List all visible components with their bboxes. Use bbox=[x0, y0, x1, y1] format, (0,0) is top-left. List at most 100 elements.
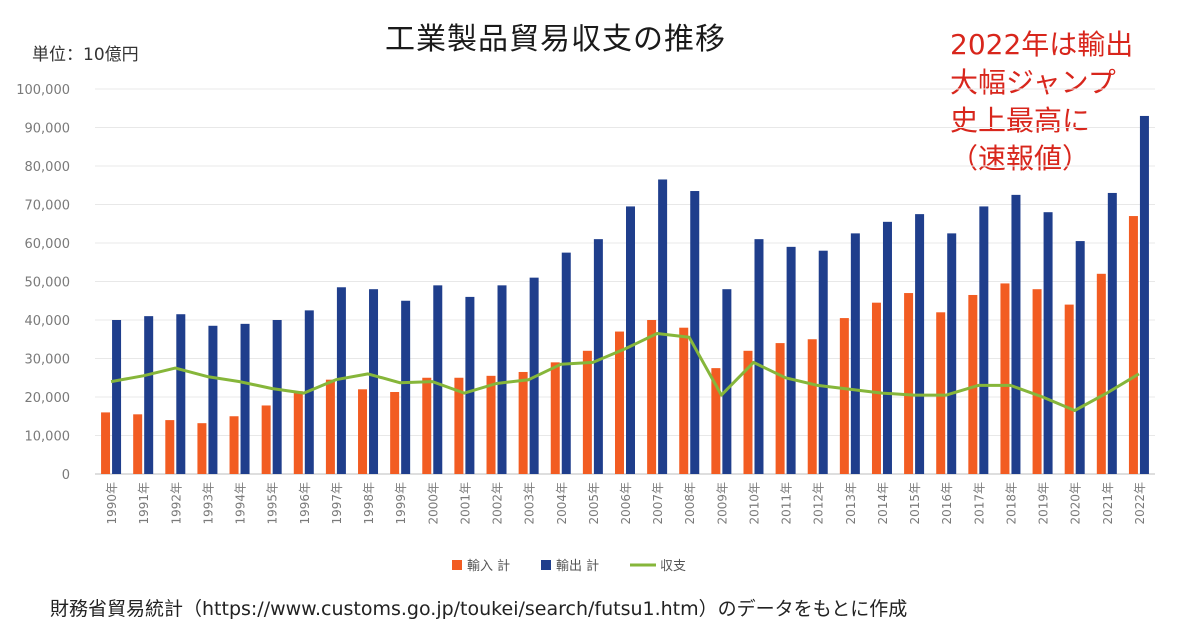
x-tick-label: 2016年 bbox=[940, 482, 954, 525]
y-tick-label: 50,000 bbox=[25, 276, 71, 291]
bar-import bbox=[743, 350, 753, 474]
x-tick-label: 2004年 bbox=[555, 482, 569, 525]
bar-import bbox=[936, 312, 946, 474]
legend-swatch bbox=[452, 560, 462, 570]
x-tick-label: 2008年 bbox=[683, 482, 697, 525]
y-tick-label: 100,000 bbox=[16, 83, 70, 98]
x-tick-label: 1998年 bbox=[362, 482, 376, 525]
bar-export bbox=[754, 239, 764, 474]
bar-import bbox=[325, 379, 335, 474]
bar-import bbox=[1000, 283, 1010, 474]
bar-export bbox=[465, 296, 475, 474]
x-tick-label: 2020年 bbox=[1069, 482, 1083, 525]
x-tick-label: 1995年 bbox=[266, 482, 280, 525]
bar-export bbox=[947, 233, 957, 474]
y-tick-label: 20,000 bbox=[25, 391, 71, 406]
x-tick-label: 2013年 bbox=[844, 482, 858, 525]
x-tick-label: 1997年 bbox=[330, 482, 344, 525]
bar-export bbox=[915, 214, 925, 474]
x-tick-label: 1991年 bbox=[137, 482, 151, 525]
bar-import bbox=[454, 377, 464, 474]
bar-import bbox=[871, 302, 881, 474]
bar-export bbox=[979, 206, 989, 475]
bar-import bbox=[518, 371, 528, 474]
bar-export bbox=[497, 285, 507, 474]
x-tick-label: 1992年 bbox=[169, 482, 183, 525]
bar-export bbox=[1043, 212, 1053, 474]
y-tick-label: 80,000 bbox=[25, 160, 71, 175]
bar-import bbox=[647, 320, 657, 474]
bar-import bbox=[1096, 273, 1106, 474]
x-tick-label: 1996年 bbox=[298, 482, 312, 525]
x-tick-label: 2018年 bbox=[1004, 482, 1018, 525]
bar-import bbox=[133, 414, 143, 474]
y-tick-label: 70,000 bbox=[25, 199, 71, 214]
x-tick-label: 2012年 bbox=[812, 482, 826, 525]
bar-import bbox=[550, 362, 560, 474]
bar-export bbox=[176, 314, 186, 474]
bar-export bbox=[658, 179, 668, 474]
x-tick-label: 1999年 bbox=[394, 482, 408, 525]
x-tick-label: 2010年 bbox=[747, 482, 761, 525]
y-tick-label: 60,000 bbox=[25, 237, 71, 252]
bar-import bbox=[229, 416, 239, 474]
x-tick-label: 2009年 bbox=[715, 482, 729, 525]
bar-export bbox=[272, 320, 282, 474]
bar-export bbox=[240, 323, 250, 474]
x-tick-label: 2015年 bbox=[908, 482, 922, 525]
x-tick-label: 2003年 bbox=[523, 482, 537, 525]
bar-import bbox=[968, 294, 978, 474]
y-tick-label: 90,000 bbox=[25, 122, 71, 137]
bar-export bbox=[626, 206, 635, 475]
legend-label: 輸入 計 bbox=[467, 558, 510, 574]
bar-import bbox=[582, 350, 592, 474]
bar-import bbox=[197, 423, 207, 474]
legend-label: 収支 bbox=[660, 559, 686, 574]
x-tick-label: 1990年 bbox=[105, 482, 119, 525]
bar-export bbox=[336, 287, 346, 474]
bar-export bbox=[208, 325, 218, 474]
bar-export bbox=[593, 239, 603, 474]
bar-import bbox=[807, 339, 817, 474]
x-tick-label: 2006年 bbox=[619, 482, 633, 525]
y-tick-label: 40,000 bbox=[25, 314, 71, 329]
bar-import bbox=[1032, 289, 1042, 474]
bar-import bbox=[261, 405, 271, 474]
bar-import bbox=[101, 412, 111, 474]
bar-export bbox=[818, 250, 828, 474]
annotation-note: 2022年は輸出 大幅ジャンプ 史上最高に （速報値） bbox=[950, 28, 1134, 175]
unit-label: 単位：10億円 bbox=[32, 45, 139, 65]
bar-import bbox=[711, 368, 721, 474]
line-balance bbox=[110, 332, 1140, 412]
bar-export bbox=[882, 221, 892, 474]
bar-import bbox=[358, 389, 368, 474]
bar-import bbox=[293, 391, 303, 474]
x-tick-label: 2014年 bbox=[876, 482, 890, 525]
bar-import bbox=[839, 318, 849, 474]
x-tick-label: 2002年 bbox=[491, 482, 505, 525]
bar-export bbox=[369, 289, 379, 474]
bar-export bbox=[112, 320, 122, 474]
x-tick-label: 2017年 bbox=[972, 482, 986, 525]
x-tick-label: 2021年 bbox=[1101, 482, 1115, 525]
x-tick-label: 2000年 bbox=[426, 482, 440, 525]
legend-swatch bbox=[541, 560, 551, 570]
y-tick-label: 30,000 bbox=[25, 353, 71, 368]
x-tick-label: 1993年 bbox=[201, 482, 215, 525]
x-tick-label: 2005年 bbox=[587, 482, 601, 525]
x-tick-label: 2001年 bbox=[458, 482, 472, 525]
bar-export bbox=[722, 289, 732, 474]
bar-export bbox=[144, 316, 154, 474]
y-tick-label: 10,000 bbox=[25, 430, 71, 445]
bar-import bbox=[1064, 304, 1074, 474]
bar-import bbox=[390, 391, 400, 474]
bar-import bbox=[615, 331, 624, 474]
bar-import bbox=[1128, 216, 1138, 475]
bar-import bbox=[775, 343, 785, 474]
legend-label: 輸出 計 bbox=[556, 558, 599, 574]
chart-title: 工業製品貿易収支の推移 bbox=[385, 22, 726, 57]
bar-export bbox=[1075, 241, 1085, 474]
bar-import bbox=[679, 327, 689, 474]
